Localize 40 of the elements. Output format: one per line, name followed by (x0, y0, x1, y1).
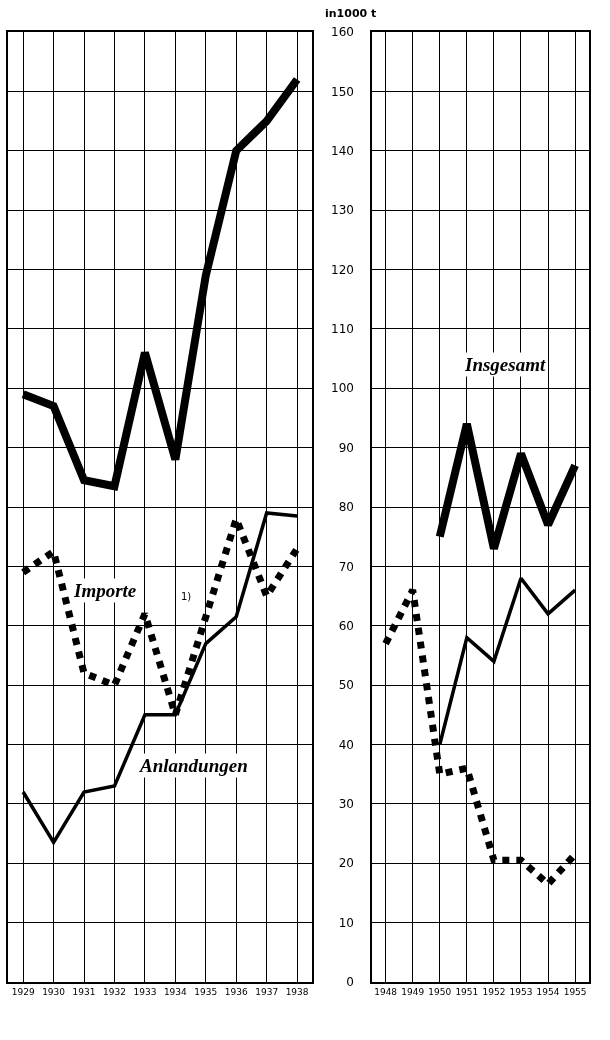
y-axis-title: in1000 t (325, 7, 377, 20)
x-tick-label: 1954 (536, 986, 560, 997)
y-tick-label: 80 (338, 500, 354, 515)
text: Insgesamt (464, 354, 546, 375)
x-tick-label: 1950 (428, 986, 452, 997)
y-tick-label: 10 (338, 915, 354, 930)
x-tick-label: 1949 (401, 986, 425, 997)
y-tick-label: 160 (331, 25, 354, 40)
y-tick-label: 70 (338, 559, 354, 574)
series-label: Anlandungen (139, 755, 248, 776)
y-tick-label: 100 (331, 381, 354, 396)
annotation: 1) (181, 591, 192, 602)
x-tick-label: 1932 (103, 986, 126, 997)
x-tick-label: 1937 (255, 986, 279, 997)
x-tick-label: 1933 (133, 986, 157, 997)
y-tick-label: 120 (331, 262, 354, 277)
x-tick-label: 1952 (482, 986, 506, 997)
x-tick-label: 1936 (224, 986, 248, 997)
series-label: Importe (73, 580, 137, 601)
y-tick-label: 30 (338, 797, 354, 812)
x-tick-label: 1938 (285, 986, 309, 997)
y-tick-label: 60 (338, 618, 354, 633)
x-tick-label: 1929 (11, 986, 35, 997)
x-tick-label: 1951 (455, 986, 479, 997)
x-tick-label: 1930 (42, 986, 66, 997)
y-tick-label: 0 (346, 975, 354, 990)
x-tick-label: 1931 (72, 986, 96, 997)
y-tick-label: 50 (338, 678, 354, 693)
x-tick-label: 1955 (563, 986, 587, 997)
x-tick-label: 1935 (194, 986, 218, 997)
y-tick-label: 90 (338, 440, 354, 455)
y-tick-label: 110 (331, 322, 354, 337)
y-tick-label: 150 (331, 84, 354, 99)
x-tick-label: 1948 (374, 986, 398, 997)
y-tick-label: 20 (338, 856, 354, 871)
x-tick-label: 1934 (163, 986, 188, 997)
y-tick-label: 130 (331, 203, 354, 218)
y-tick-label: 140 (331, 143, 354, 158)
x-tick-label: 1953 (509, 986, 533, 997)
y-tick-label: 40 (338, 737, 354, 752)
